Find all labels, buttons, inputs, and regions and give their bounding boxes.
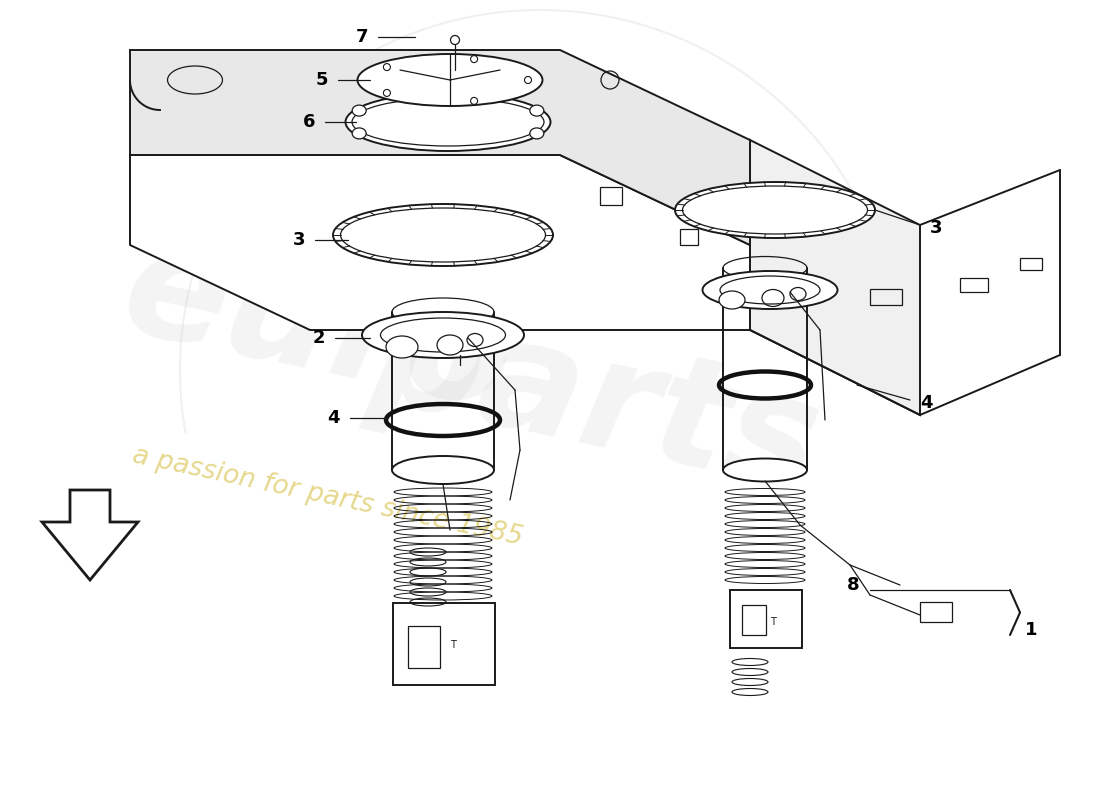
Text: a passion for parts since 1985: a passion for parts since 1985 xyxy=(130,442,525,551)
Text: 3: 3 xyxy=(930,219,943,237)
Polygon shape xyxy=(130,155,750,330)
Ellipse shape xyxy=(362,312,524,358)
Text: T: T xyxy=(770,617,776,627)
Ellipse shape xyxy=(525,77,531,83)
Text: T: T xyxy=(450,640,455,650)
Text: parts: parts xyxy=(360,282,833,522)
Ellipse shape xyxy=(352,128,366,139)
Text: 3: 3 xyxy=(293,231,305,249)
Ellipse shape xyxy=(345,93,550,151)
Ellipse shape xyxy=(471,98,477,105)
Ellipse shape xyxy=(392,456,494,484)
Ellipse shape xyxy=(358,54,542,106)
Polygon shape xyxy=(750,140,920,415)
Ellipse shape xyxy=(530,105,543,116)
Ellipse shape xyxy=(719,291,745,309)
Text: 5: 5 xyxy=(316,71,328,89)
Text: 6: 6 xyxy=(302,113,315,131)
Bar xyxy=(870,289,902,305)
Bar xyxy=(730,590,802,648)
Ellipse shape xyxy=(703,271,837,309)
Ellipse shape xyxy=(384,63,390,70)
Bar xyxy=(393,603,495,685)
Bar xyxy=(920,602,951,622)
Text: 7: 7 xyxy=(355,28,368,46)
Ellipse shape xyxy=(386,336,418,358)
Ellipse shape xyxy=(675,182,874,238)
Bar xyxy=(1020,258,1042,270)
Ellipse shape xyxy=(471,55,477,62)
Bar xyxy=(680,229,698,245)
Ellipse shape xyxy=(437,335,463,355)
Bar xyxy=(600,187,621,205)
Ellipse shape xyxy=(352,105,366,116)
Bar xyxy=(408,626,440,668)
Ellipse shape xyxy=(451,35,460,45)
Bar xyxy=(742,605,766,635)
Text: 2: 2 xyxy=(312,329,324,347)
Polygon shape xyxy=(130,50,750,245)
Text: 1: 1 xyxy=(1025,621,1037,639)
Bar xyxy=(960,278,988,292)
Ellipse shape xyxy=(333,204,553,266)
Ellipse shape xyxy=(530,128,543,139)
Text: 4: 4 xyxy=(328,409,340,427)
Polygon shape xyxy=(42,490,138,580)
Text: 4: 4 xyxy=(920,394,933,412)
Text: euro: euro xyxy=(110,214,525,442)
Ellipse shape xyxy=(723,458,807,482)
Text: 8: 8 xyxy=(847,576,860,594)
Ellipse shape xyxy=(384,90,390,97)
